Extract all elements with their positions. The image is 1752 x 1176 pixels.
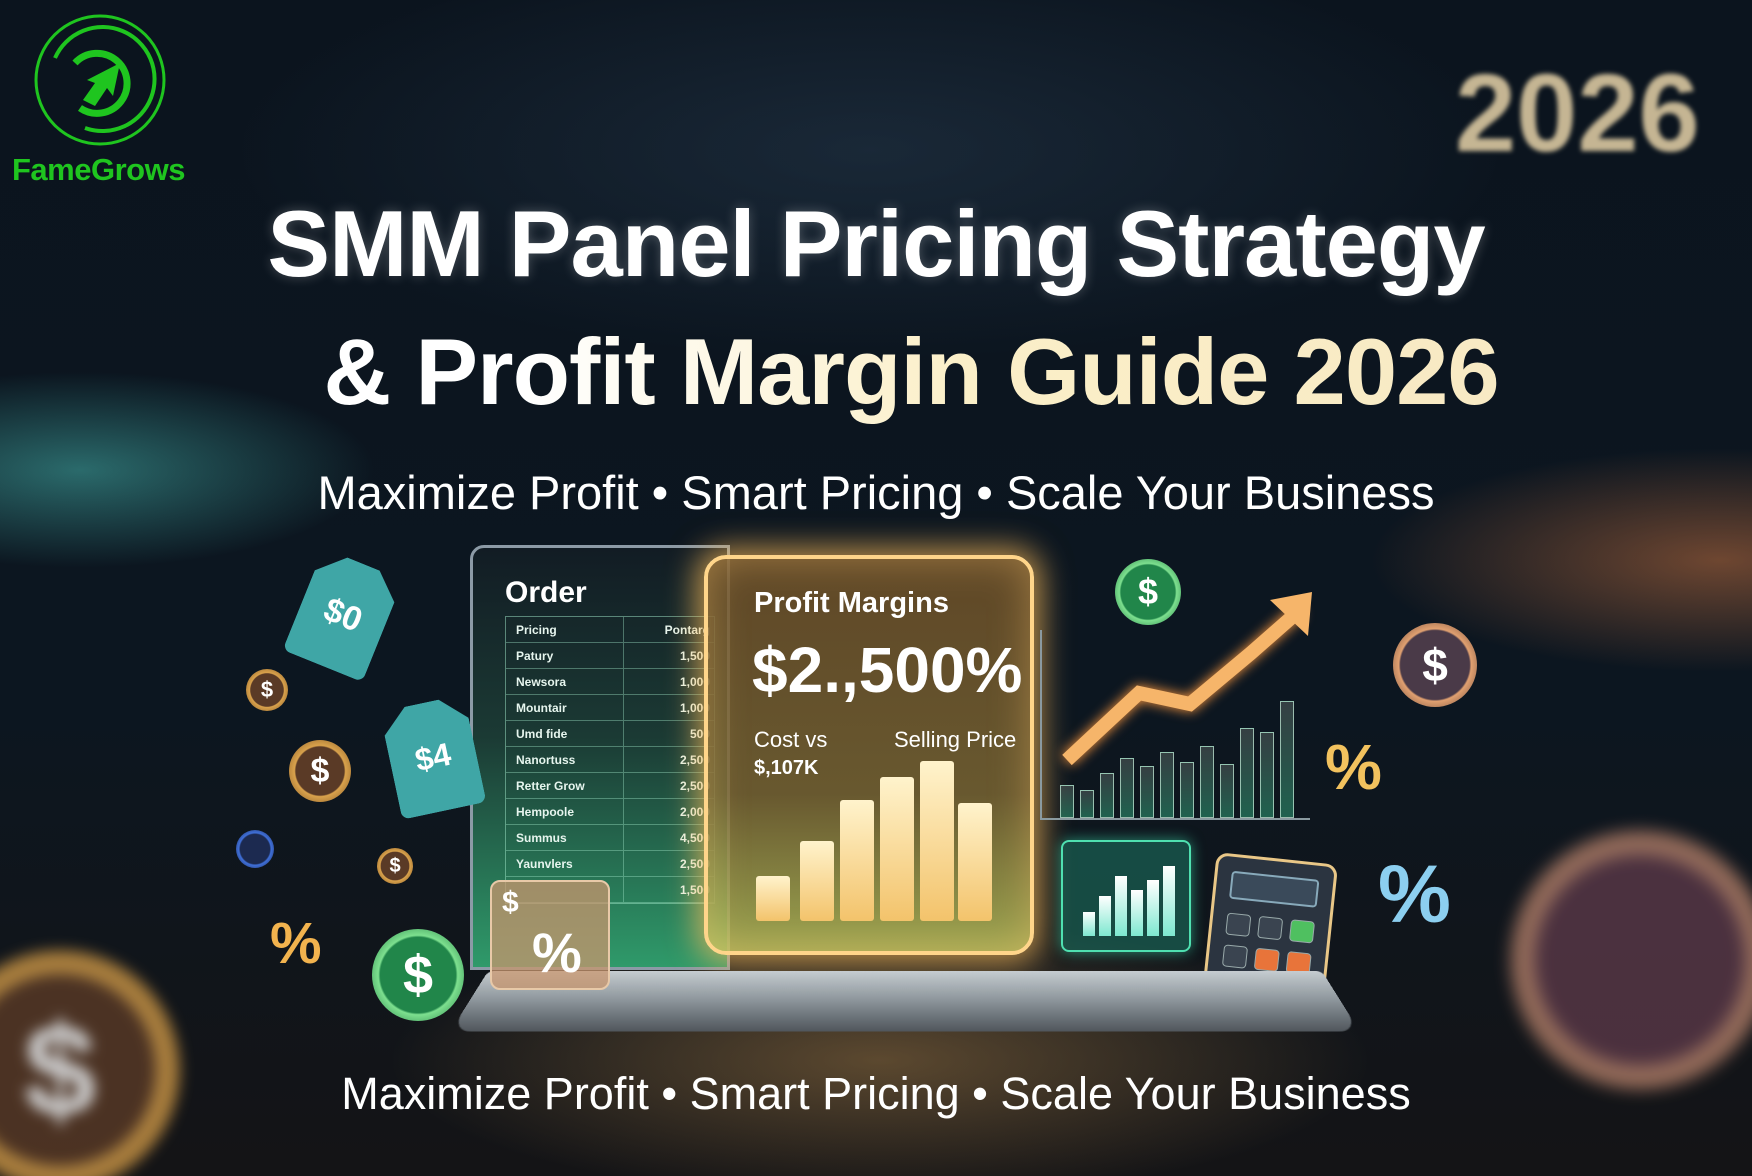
growth-bar (1200, 746, 1214, 818)
dollar-percent-card: $ % (490, 880, 610, 990)
row-label (506, 877, 624, 902)
growth-bar (1240, 728, 1254, 818)
order-panel-title: Order (505, 576, 587, 609)
header-cell: Pontarg (664, 622, 710, 637)
growth-bar (1120, 758, 1134, 818)
row-label: Summus (506, 825, 624, 850)
dollar-coin-icon: $ (246, 669, 288, 711)
mini-bar (1083, 912, 1095, 936)
blurred-coin-icon (1510, 830, 1752, 1090)
row-value: 1,000 (679, 700, 710, 715)
row-label: Nanortuss (506, 747, 624, 772)
row-label: Hempoole (506, 799, 624, 824)
table-row: Yaunvlers 2,500 (506, 851, 714, 877)
mini-chart-card (1061, 840, 1191, 952)
cost-value: $,107K (754, 757, 819, 779)
table-row: Patury 1,500 (506, 643, 714, 669)
table-row: Nanortuss 2,500 (506, 747, 714, 773)
growth-bar (1160, 752, 1174, 818)
cost-label: Cost vs (754, 727, 828, 752)
row-value: 2,000 (679, 804, 710, 819)
row-value: 2,500 (679, 856, 710, 871)
dollar-sign-icon: $ (502, 886, 519, 919)
row-label: Patury (506, 643, 624, 668)
row-value: 1,500 (679, 648, 710, 663)
row-label: Umd fide (506, 721, 624, 746)
mini-bar (1147, 880, 1159, 936)
row-value: 2,500 (679, 752, 710, 767)
growth-bar (1260, 732, 1274, 818)
table-row: Summus 4,500 (506, 825, 714, 851)
row-value: 1,500 (679, 882, 710, 897)
profit-bar (840, 800, 874, 921)
growth-bar (1220, 764, 1234, 818)
row-value: 1,000 (679, 674, 710, 689)
row-label: Newsora (506, 669, 624, 694)
mini-bar (1099, 896, 1111, 936)
profit-bar (920, 761, 954, 921)
calculator-key (1253, 947, 1280, 973)
percent-icon: % (1325, 731, 1382, 803)
profit-bar (756, 876, 790, 921)
tagline-bottom: Maximize Profit • Smart Pricing • Scale … (341, 1068, 1411, 1119)
pricing-table: Pricing Pontarg Patury 1,500 Newsora 1,000 M… (505, 616, 715, 904)
table-row: 1,500 (506, 877, 714, 903)
dollar-coin-icon: $ (377, 848, 413, 884)
calculator-key (1257, 915, 1284, 941)
table-header: Pricing Pontarg (506, 617, 714, 643)
header-cell: Pricing (506, 617, 624, 642)
growth-bar (1100, 773, 1114, 818)
row-label: Retter Grow (506, 773, 624, 798)
profit-bar (958, 803, 992, 921)
coin-icon (236, 830, 274, 868)
dollar-coin-icon: $ (289, 740, 351, 802)
row-label: Mountair (506, 695, 624, 720)
profit-card-title: Profit Margins (754, 587, 949, 619)
price-tag: $0 (283, 548, 404, 682)
row-value: 500 (689, 726, 710, 741)
brand-name: FameGrows (12, 152, 185, 187)
table-row: Retter Grow 2,500 (506, 773, 714, 799)
calculator-key (1225, 912, 1252, 937)
profit-card-value: $2.,500% (752, 634, 1023, 706)
blurred-dollar-coin-icon: $ (0, 950, 180, 1176)
dollar-coin-icon: $ (1115, 559, 1181, 625)
row-value: 4,500 (679, 830, 710, 845)
tagline-top: Maximize Profit • Smart Pricing • Scale … (317, 466, 1435, 519)
famegrows-logo-icon (34, 14, 166, 146)
table-row: Mountair 1,000 (506, 695, 714, 721)
table-row: Hempoole 2,000 (506, 799, 714, 825)
year-badge: 2026 (1455, 52, 1700, 175)
trend-arrow-icon (1062, 592, 1312, 766)
calculator-key (1221, 944, 1249, 969)
headline-line-1: SMM Panel Pricing Strategy (267, 191, 1485, 296)
percent-icon: % (270, 911, 322, 976)
row-label: Yaunvlers (506, 851, 624, 876)
headline-line-2: & Profit Margin Guide 2026 (0, 318, 1752, 426)
table-row: Newsora 1,000 (506, 669, 714, 695)
growth-bar (1080, 790, 1094, 818)
growth-bar-chart (1040, 630, 1310, 820)
profit-bar (800, 841, 834, 921)
selling-price-label: Selling Price (894, 727, 1017, 752)
table-row: Umd fide 500 (506, 721, 714, 747)
growth-bar (1180, 762, 1194, 818)
dollar-coin-icon: $ (1393, 623, 1477, 707)
row-value: 2,500 (679, 778, 710, 793)
mini-bar (1131, 890, 1143, 936)
mini-bar (1115, 876, 1127, 936)
calculator-key (1288, 919, 1316, 944)
growth-bar (1280, 701, 1294, 818)
growth-bar (1140, 766, 1154, 818)
dollar-coin-icon: $ (372, 929, 464, 1021)
percent-sign-icon: % (532, 921, 582, 984)
profit-bar (880, 777, 914, 921)
mini-bar (1163, 866, 1175, 936)
percent-icon: % (1378, 849, 1451, 940)
growth-bar (1060, 785, 1074, 818)
profit-margins-card: Profit Margins $2.,500% Cost vs Selling … (704, 555, 1034, 955)
